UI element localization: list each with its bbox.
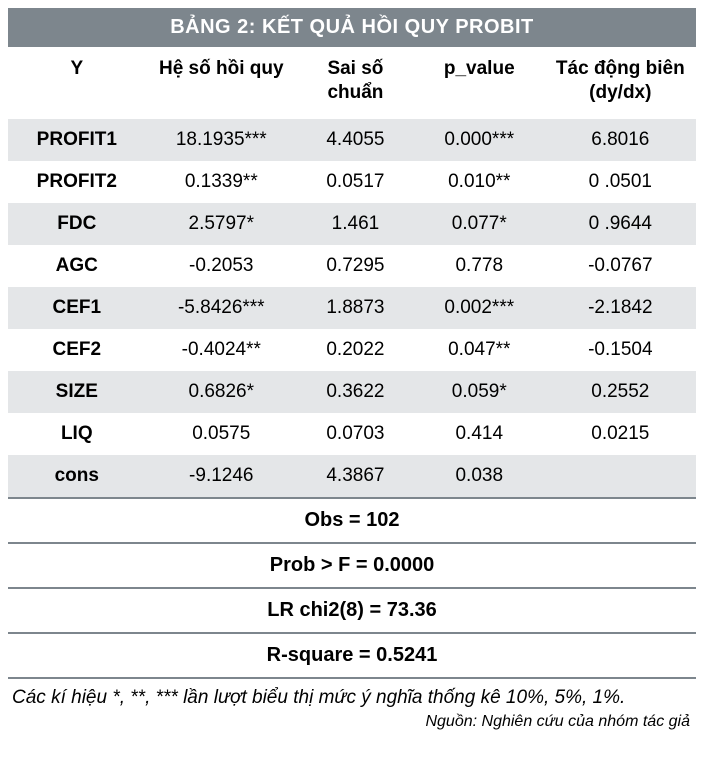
cell-coef: 0.6826* xyxy=(146,371,297,413)
table-row: cons-9.12464.38670.038 xyxy=(8,455,696,498)
significance-note: Các kí hiệu *, **, *** lần lượt biểu thị… xyxy=(8,679,696,711)
cell-se: 4.4055 xyxy=(297,119,414,161)
table-row: AGC-0.20530.72950.778-0.0767 xyxy=(8,245,696,287)
table-title: BẢNG 2: KẾT QUẢ HỒI QUY PROBIT xyxy=(8,8,696,47)
cell-coef: 0.0575 xyxy=(146,413,297,455)
summary-row: Prob > F = 0.0000 xyxy=(8,543,696,588)
cell-marginal: -0.1504 xyxy=(545,329,696,371)
table-row: CEF2-0.4024**0.20220.047**-0.1504 xyxy=(8,329,696,371)
table-row: PROFIT20.1339**0.05170.010**0 .0501 xyxy=(8,161,696,203)
summary-cell: Obs = 102 xyxy=(8,498,696,543)
cell-pvalue: 0.010** xyxy=(414,161,545,203)
cell-se: 1.461 xyxy=(297,203,414,245)
data-table: Y Hệ số hồi quy Sai số chuẩn p_value Tác… xyxy=(8,47,696,679)
cell-se: 4.3867 xyxy=(297,455,414,498)
cell-pvalue: 0.047** xyxy=(414,329,545,371)
col-header-se: Sai số chuẩn xyxy=(297,47,414,119)
row-label: AGC xyxy=(8,245,146,287)
cell-marginal: 0 .0501 xyxy=(545,161,696,203)
cell-se: 0.0517 xyxy=(297,161,414,203)
row-label: CEF1 xyxy=(8,287,146,329)
table-row: FDC2.5797*1.4610.077*0 .9644 xyxy=(8,203,696,245)
summary-cell: Prob > F = 0.0000 xyxy=(8,543,696,588)
col-header-y: Y xyxy=(8,47,146,119)
cell-pvalue: 0.077* xyxy=(414,203,545,245)
table-row: SIZE0.6826*0.36220.059*0.2552 xyxy=(8,371,696,413)
cell-pvalue: 0.038 xyxy=(414,455,545,498)
probit-results-table: BẢNG 2: KẾT QUẢ HỒI QUY PROBIT Y Hệ số h… xyxy=(8,8,696,735)
cell-marginal xyxy=(545,455,696,498)
cell-marginal: 0 .9644 xyxy=(545,203,696,245)
cell-pvalue: 0.414 xyxy=(414,413,545,455)
cell-marginal: -0.0767 xyxy=(545,245,696,287)
cell-marginal: 6.8016 xyxy=(545,119,696,161)
row-label: CEF2 xyxy=(8,329,146,371)
cell-marginal: -2.1842 xyxy=(545,287,696,329)
cell-se: 1.8873 xyxy=(297,287,414,329)
cell-coef: -0.2053 xyxy=(146,245,297,287)
table-row: PROFIT118.1935***4.40550.000***6.8016 xyxy=(8,119,696,161)
col-header-coef: Hệ số hồi quy xyxy=(146,47,297,119)
cell-marginal: 0.0215 xyxy=(545,413,696,455)
table-row: CEF1-5.8426***1.88730.002***-2.1842 xyxy=(8,287,696,329)
table-row: LIQ0.05750.07030.4140.0215 xyxy=(8,413,696,455)
row-label: LIQ xyxy=(8,413,146,455)
row-label: cons xyxy=(8,455,146,498)
cell-pvalue: 0.002*** xyxy=(414,287,545,329)
summary-row: LR chi2(8) = 73.36 xyxy=(8,588,696,633)
cell-pvalue: 0.000*** xyxy=(414,119,545,161)
cell-coef: 2.5797* xyxy=(146,203,297,245)
row-label: PROFIT2 xyxy=(8,161,146,203)
cell-coef: 18.1935*** xyxy=(146,119,297,161)
cell-coef: -5.8426*** xyxy=(146,287,297,329)
col-header-marginal: Tác động biên (dy/dx) xyxy=(545,47,696,119)
cell-coef: -0.4024** xyxy=(146,329,297,371)
row-label: FDC xyxy=(8,203,146,245)
cell-coef: 0.1339** xyxy=(146,161,297,203)
cell-marginal: 0.2552 xyxy=(545,371,696,413)
header-row: Y Hệ số hồi quy Sai số chuẩn p_value Tác… xyxy=(8,47,696,119)
cell-pvalue: 0.059* xyxy=(414,371,545,413)
summary-row: Obs = 102 xyxy=(8,498,696,543)
cell-se: 0.2022 xyxy=(297,329,414,371)
summary-cell: LR chi2(8) = 73.36 xyxy=(8,588,696,633)
source-note: Nguồn: Nghiên cứu của nhóm tác giả xyxy=(8,711,696,735)
summary-cell: R-square = 0.5241 xyxy=(8,633,696,678)
row-label: PROFIT1 xyxy=(8,119,146,161)
cell-pvalue: 0.778 xyxy=(414,245,545,287)
cell-coef: -9.1246 xyxy=(146,455,297,498)
cell-se: 0.0703 xyxy=(297,413,414,455)
cell-se: 0.7295 xyxy=(297,245,414,287)
col-header-pvalue: p_value xyxy=(414,47,545,119)
cell-se: 0.3622 xyxy=(297,371,414,413)
summary-row: R-square = 0.5241 xyxy=(8,633,696,678)
row-label: SIZE xyxy=(8,371,146,413)
